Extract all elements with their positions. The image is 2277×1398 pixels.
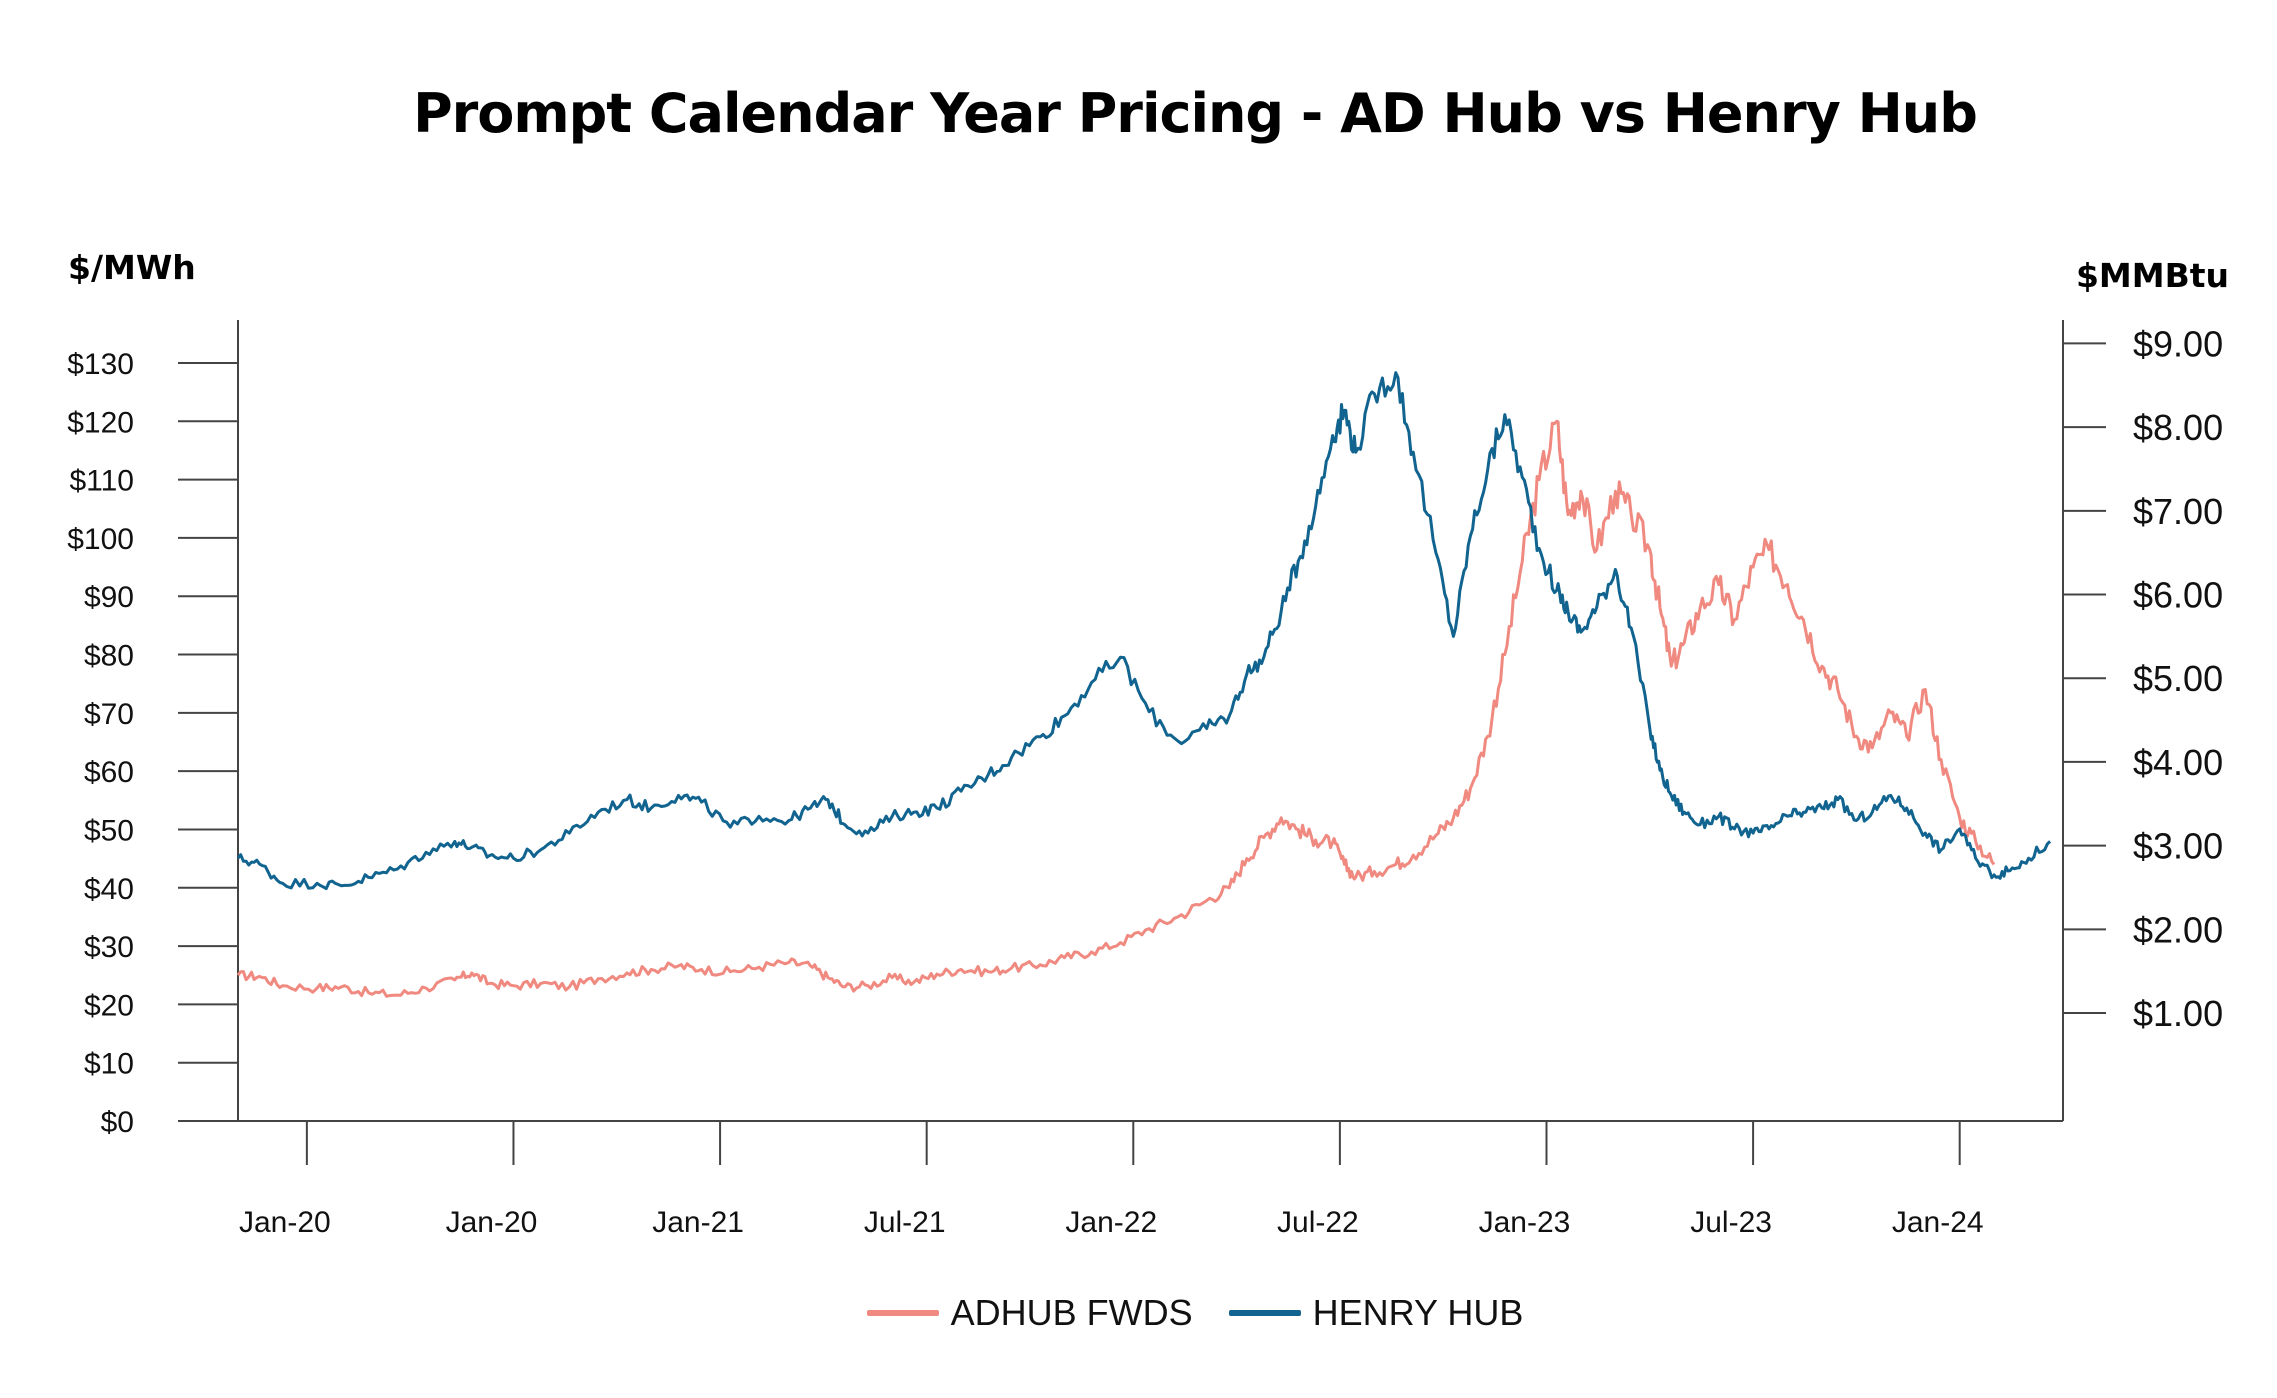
- right-tick-label: $7.00: [2133, 491, 2223, 532]
- x-tick-label: Jan-20: [239, 1206, 331, 1239]
- chart-title: Prompt Calendar Year Pricing - AD Hub vs…: [413, 82, 1978, 145]
- legend-swatch-adhub: [866, 1310, 939, 1316]
- right-axis-title: $MMBtu: [2075, 256, 2229, 295]
- left-tick-label: $110: [69, 465, 134, 498]
- left-tick-label: $80: [84, 640, 134, 673]
- right-tick-label: $1.00: [2133, 993, 2223, 1034]
- left-tick-label: $0: [101, 1106, 134, 1139]
- left-tick-label: $130: [67, 348, 134, 381]
- left-tick-label: $70: [84, 698, 134, 731]
- legend-item-henry-hub: HENRY HUB: [1228, 1292, 1524, 1334]
- left-tick-label: $10: [84, 1048, 134, 1081]
- plot-area: $0 $10 $20 $30 $40 $50 $60 $70 $80 $90 $100 $110 $12…: [67, 320, 2223, 1239]
- left-tick-label: $20: [84, 989, 134, 1022]
- x-tick-label: Jul-22: [1277, 1206, 1359, 1239]
- series-line-adhub-fwds: [236, 419, 1996, 998]
- axes-layer: $0 $10 $20 $30 $40 $50 $60 $70 $80 $90 $100 $110 $12…: [67, 320, 2223, 1239]
- right-tick-label: $4.00: [2133, 742, 2223, 783]
- series-layer: [236, 371, 2052, 998]
- x-tick-label: Jul-21: [864, 1206, 946, 1239]
- left-axis-title: $/MWh: [68, 248, 196, 287]
- x-tick-label: Jan-21: [652, 1206, 744, 1239]
- x-tick-label: Jul-23: [1690, 1206, 1772, 1239]
- right-tick-label: $9.00: [2133, 323, 2223, 364]
- left-tick-label: $90: [84, 581, 134, 614]
- legend-swatch-henry-hub: [1228, 1310, 1301, 1316]
- left-tick-label: $40: [84, 873, 134, 906]
- left-tick-label: $60: [84, 756, 134, 789]
- legend-label-henry-hub: HENRY HUB: [1312, 1292, 1524, 1333]
- legend-item-adhub: ADHUB FWDS: [866, 1292, 1193, 1334]
- right-tick-label: $2.00: [2133, 909, 2223, 950]
- left-tick-label: $100: [67, 523, 134, 556]
- right-tick-label: $8.00: [2133, 407, 2223, 448]
- right-tick-label: $6.00: [2133, 575, 2223, 616]
- right-tick-label: $3.00: [2133, 826, 2223, 867]
- legend: ADHUB FWDS HENRY HUB: [0, 1292, 2277, 1334]
- x-tick-label: Jan-20: [446, 1206, 538, 1239]
- x-tick-label: Jan-24: [1892, 1206, 1984, 1239]
- left-tick-label: $30: [84, 931, 134, 964]
- series-line-henry-hub: [236, 371, 2052, 891]
- right-tick-label: $5.00: [2133, 658, 2223, 699]
- x-tick-label: Jan-22: [1065, 1206, 1157, 1239]
- x-tick-label: Jan-23: [1479, 1206, 1571, 1239]
- left-tick-label: $120: [67, 406, 134, 439]
- legend-label-adhub: ADHUB FWDS: [950, 1292, 1193, 1333]
- left-tick-label: $50: [84, 814, 134, 847]
